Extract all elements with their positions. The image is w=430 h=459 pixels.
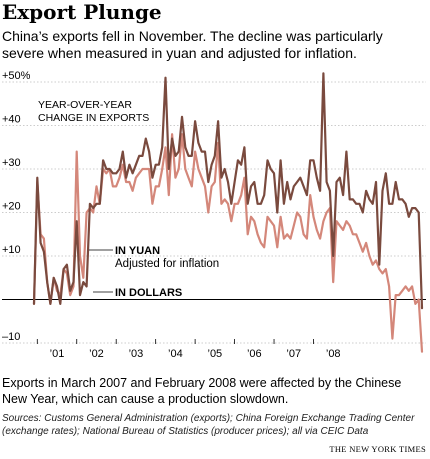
chart-subtitle: China’s exports fell in November. The de…	[2, 28, 383, 61]
line-chart: +50%+40+30+20+10–10 ’01’02’03’04’05’06’0…	[2, 70, 426, 360]
sources: Sources: Customs General Administration …	[2, 413, 415, 437]
x-tick-label: ’05	[208, 348, 223, 360]
credit: THE NEW YORK TIMES	[329, 444, 426, 454]
gridlines: +50% +40 +30 +20 +10 –10	[2, 70, 426, 344]
page-title: Export Plunge	[2, 0, 162, 24]
y-tick-label: –10	[2, 331, 20, 343]
x-tick-label: ’08	[326, 348, 341, 360]
x-tick-label: ’01	[50, 348, 65, 360]
chart-labels: YEAR-OVER-YEAR CHANGE IN EXPORTS IN YUAN…	[38, 99, 219, 299]
series-lines	[32, 72, 424, 353]
y-tick-label: +20	[2, 201, 21, 213]
x-tick-label: ’02	[89, 348, 104, 360]
footnote: Exports in March 2007 and February 2008 …	[2, 376, 402, 406]
series-line-yuan	[32, 133, 424, 353]
y-tick-label: +30	[2, 157, 21, 169]
y-tick-label: +10	[2, 244, 21, 256]
yuan-series-label: IN YUAN	[115, 245, 160, 257]
chart-annotation-line2: CHANGE IN EXPORTS	[38, 112, 149, 124]
yuan-series-sublabel: Adjusted for inflation	[115, 258, 219, 270]
series-line-dollars	[32, 72, 424, 310]
x-axis: ’01 ’02 ’03 ’04 ’05 ’06 ’07 ’08	[36, 339, 341, 360]
x-tick-label: ’07	[286, 348, 301, 360]
x-tick-label: ’04	[168, 348, 183, 360]
y-tick-label: +40	[2, 114, 21, 126]
x-tick-label: ’03	[129, 348, 144, 360]
chart-annotation: YEAR-OVER-YEAR	[38, 99, 132, 111]
x-tick-label: ’06	[247, 348, 262, 360]
dollars-series-label: IN DOLLARS	[115, 287, 182, 299]
y-tick-label: +50%	[2, 70, 31, 82]
